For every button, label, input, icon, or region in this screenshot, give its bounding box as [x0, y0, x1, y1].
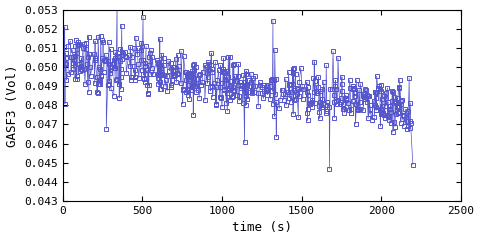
- X-axis label: time (s): time (s): [232, 222, 292, 234]
- Y-axis label: GASF3 (Vol): GASF3 (Vol): [6, 64, 19, 147]
